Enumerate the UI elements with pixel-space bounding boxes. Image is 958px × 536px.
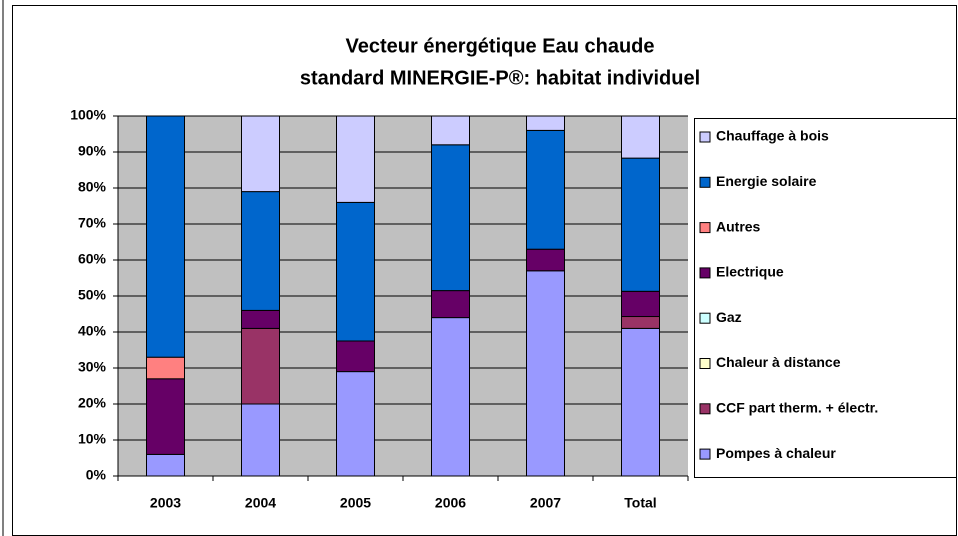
bar-segment	[621, 157, 660, 292]
x-tick-label: Total	[624, 495, 656, 511]
legend-swatch	[699, 267, 711, 279]
bar-segment	[241, 115, 280, 193]
legend-label: CCF part therm. + électr.	[716, 400, 878, 416]
legend-swatch	[699, 403, 711, 415]
x-tick-label: 2003	[150, 495, 181, 511]
bar-segment	[241, 327, 280, 405]
legend-label: Chaleur à distance	[716, 354, 841, 370]
legend-swatch	[699, 312, 711, 324]
y-tick-label: 60%	[78, 251, 107, 267]
y-tick-label: 90%	[78, 143, 107, 159]
legend-swatch	[699, 448, 711, 460]
x-tick-label: 2007	[530, 495, 561, 511]
legend-label: Electrique	[716, 264, 784, 280]
bar-segment	[241, 309, 280, 329]
bar-segment	[526, 115, 565, 131]
bar-segment	[431, 290, 470, 319]
x-tick-label: 2005	[340, 495, 371, 511]
bar-segment	[431, 144, 470, 292]
bar-segment	[431, 115, 470, 146]
y-tick-label: 80%	[78, 179, 107, 195]
bar-segment	[526, 129, 565, 250]
bar-segment	[621, 115, 660, 159]
legend-swatch	[699, 358, 711, 369]
bar-segment	[526, 270, 565, 477]
bar-segment	[146, 356, 185, 380]
bar-segment	[241, 403, 280, 477]
legend-swatch	[699, 176, 711, 188]
legend-label: Chauffage à bois	[716, 128, 829, 144]
legend-label: Autres	[716, 218, 761, 234]
x-tick-label: 2004	[245, 495, 276, 511]
chart-title: Vecteur énergétique Eau chaude	[346, 35, 655, 57]
y-tick-label: 0%	[86, 467, 107, 483]
bar-segment	[336, 340, 375, 373]
bar-segment	[621, 290, 660, 318]
bar-segment	[621, 327, 660, 477]
bar-segment	[526, 248, 565, 272]
legend-swatch	[699, 222, 711, 234]
legend-label: Pompes à chaleur	[716, 445, 836, 461]
y-tick-label: 70%	[78, 215, 107, 231]
y-tick-label: 50%	[78, 287, 107, 303]
bar-segment	[146, 453, 185, 477]
y-tick-label: 30%	[78, 359, 107, 375]
legend-label: Gaz	[716, 309, 742, 325]
y-tick-label: 10%	[78, 431, 107, 447]
x-tick-label: 2006	[435, 495, 466, 511]
chart-title: standard MINERGIE-P®: habitat individuel	[300, 67, 700, 89]
bar-segment	[431, 317, 470, 477]
legend	[694, 118, 957, 478]
bar-segment	[146, 378, 185, 455]
bar-segment	[241, 191, 280, 311]
legend-label: Energie solaire	[716, 173, 817, 189]
bar-segment	[146, 115, 185, 358]
bar-segment	[621, 316, 660, 329]
bar-segment	[336, 371, 375, 477]
y-tick-label: 40%	[78, 323, 107, 339]
bar-segment	[336, 115, 375, 203]
bar-segment	[336, 201, 375, 342]
y-tick-label: 100%	[70, 107, 106, 123]
legend-swatch	[699, 131, 711, 143]
y-tick-label: 20%	[78, 395, 107, 411]
